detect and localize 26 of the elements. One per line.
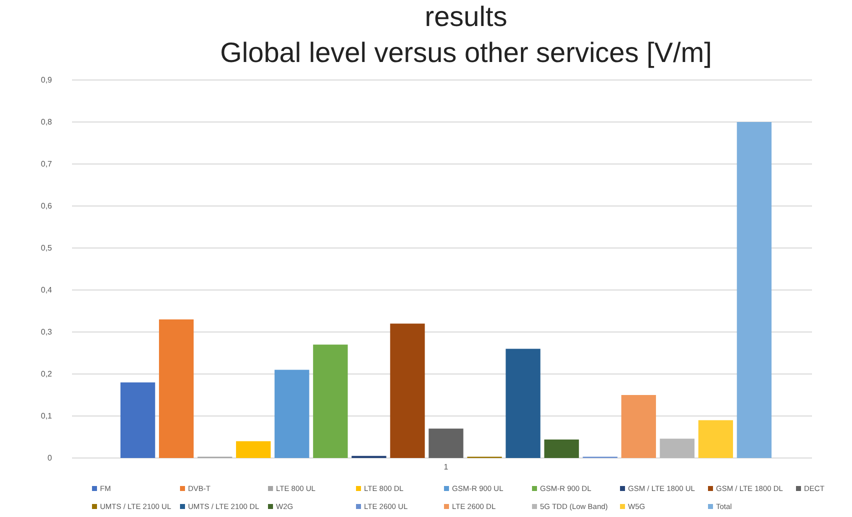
bar bbox=[274, 370, 310, 458]
bar bbox=[120, 382, 156, 458]
y-tick-label: 0,1 bbox=[40, 412, 53, 421]
bar bbox=[390, 324, 425, 458]
y-tick-label: 0,3 bbox=[40, 328, 53, 337]
y-tick-label: 0,4 bbox=[40, 286, 53, 295]
chart-subtitle: Global level versus other services [V/m] bbox=[220, 37, 712, 68]
bar bbox=[428, 428, 464, 458]
bar bbox=[660, 438, 694, 458]
bar bbox=[506, 348, 540, 458]
y-tick-label: 0,8 bbox=[40, 118, 53, 127]
y-tick-label: 0,5 bbox=[40, 244, 53, 253]
chart-title: results bbox=[424, 1, 508, 32]
y-tick-label: 0 bbox=[48, 454, 53, 463]
bar bbox=[621, 395, 656, 458]
x-tick-label: 1 bbox=[444, 462, 449, 472]
y-tick-label: 0,6 bbox=[40, 202, 53, 211]
y-tick-label: 0,2 bbox=[40, 370, 53, 379]
bar bbox=[158, 319, 194, 458]
bar bbox=[698, 420, 734, 458]
bar bbox=[736, 122, 772, 458]
y-tick-label: 0,7 bbox=[40, 160, 53, 169]
y-tick-label: 0,9 bbox=[40, 76, 53, 85]
bar bbox=[544, 440, 579, 458]
bar bbox=[236, 441, 271, 458]
bar bbox=[313, 344, 348, 458]
